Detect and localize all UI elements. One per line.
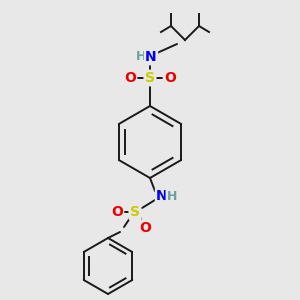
Text: H: H bbox=[167, 190, 177, 202]
Text: O: O bbox=[111, 205, 123, 219]
Text: O: O bbox=[124, 71, 136, 85]
Text: S: S bbox=[130, 205, 140, 219]
Text: O: O bbox=[139, 221, 151, 235]
Text: N: N bbox=[145, 50, 157, 64]
Text: H: H bbox=[136, 50, 146, 64]
Text: S: S bbox=[145, 71, 155, 85]
Text: N: N bbox=[156, 189, 168, 203]
Text: O: O bbox=[164, 71, 176, 85]
